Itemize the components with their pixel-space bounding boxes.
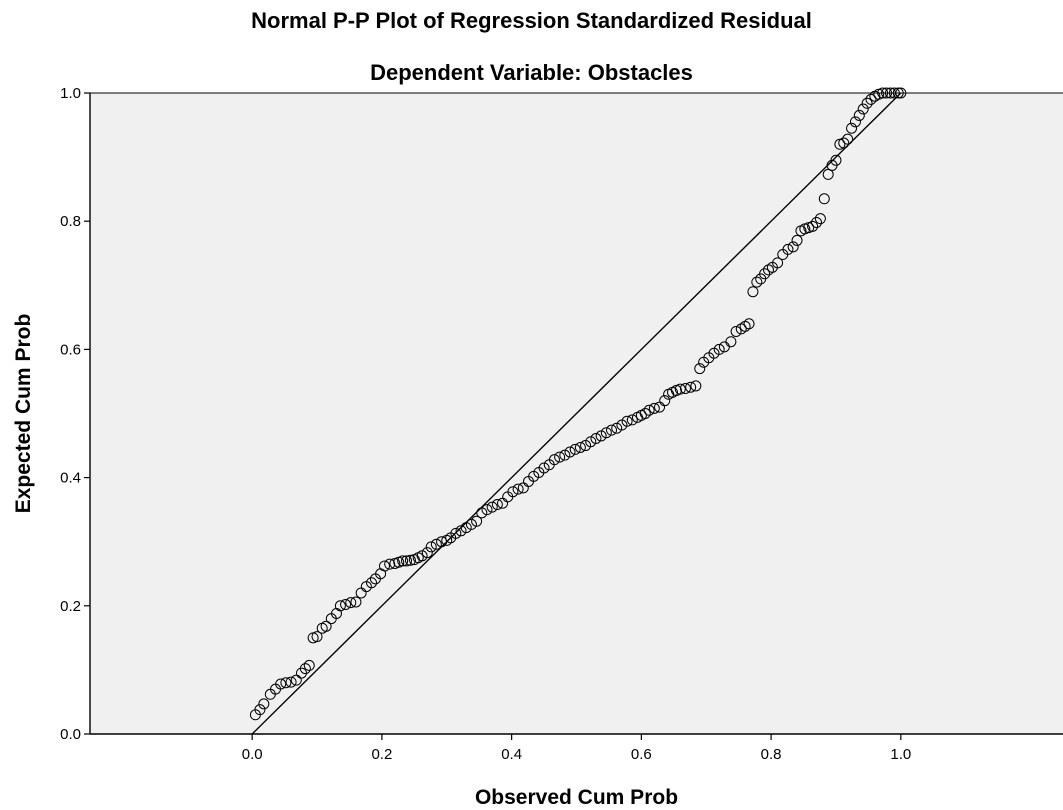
data-point xyxy=(621,415,633,427)
x-tick-label: 0.2 xyxy=(371,746,392,763)
data-point xyxy=(807,220,819,232)
y-tick-label: 1.0 xyxy=(60,85,81,102)
data-point xyxy=(861,97,873,109)
x-tick-label: 0.0 xyxy=(242,746,263,763)
data-point xyxy=(606,424,618,436)
data-point xyxy=(685,381,697,393)
data-point xyxy=(814,213,826,225)
data-point xyxy=(548,454,560,466)
data-point xyxy=(690,380,702,392)
data-point xyxy=(450,527,462,539)
data-point xyxy=(743,318,755,330)
data-point xyxy=(590,432,602,444)
data-point xyxy=(430,538,442,550)
data-point xyxy=(772,257,784,269)
y-tick-label: 0.2 xyxy=(60,598,81,615)
data-point xyxy=(811,216,823,228)
data-point xyxy=(481,504,493,516)
data-point xyxy=(787,241,799,253)
data-point xyxy=(574,441,586,453)
data-point xyxy=(303,659,315,671)
x-tick-label: 0.8 xyxy=(761,746,782,763)
x-tick-label: 0.6 xyxy=(631,746,652,763)
data-point xyxy=(320,620,332,632)
data-point xyxy=(471,515,483,527)
data-point xyxy=(421,547,433,559)
data-point xyxy=(842,133,854,145)
data-point xyxy=(713,343,725,355)
data-point xyxy=(290,674,302,686)
data-point xyxy=(822,168,834,180)
data-point xyxy=(275,678,287,690)
data-point xyxy=(849,116,861,128)
data-point xyxy=(782,243,794,255)
data-point xyxy=(280,677,292,689)
data-point xyxy=(404,554,416,566)
data-point xyxy=(425,541,437,553)
data-point xyxy=(818,193,830,205)
data-point xyxy=(643,404,655,416)
data-point xyxy=(564,446,576,458)
data-point xyxy=(830,154,842,166)
data-point xyxy=(512,483,524,495)
chart-title: Normal P-P Plot of Regression Standardiz… xyxy=(251,8,812,33)
data-point xyxy=(679,383,691,395)
data-point xyxy=(846,122,858,134)
data-point xyxy=(853,109,865,121)
data-point xyxy=(299,663,311,675)
chart-subtitle: Dependent Variable: Obstacles xyxy=(370,60,693,85)
x-tick-label: 1.0 xyxy=(890,746,911,763)
data-point xyxy=(378,560,390,572)
data-point xyxy=(791,234,803,246)
data-point xyxy=(334,600,346,612)
data-point xyxy=(865,93,877,105)
data-point xyxy=(694,363,706,375)
x-axis-label: Observed Cum Prob xyxy=(475,786,678,809)
data-point xyxy=(311,631,323,643)
data-point xyxy=(759,268,771,280)
data-point xyxy=(345,597,357,609)
data-point xyxy=(258,698,270,710)
data-point xyxy=(486,501,498,513)
data-point xyxy=(674,383,686,395)
data-point xyxy=(285,676,297,688)
data-point xyxy=(401,555,413,567)
data-point xyxy=(384,558,396,570)
data-point xyxy=(838,137,850,149)
data-point xyxy=(648,402,660,414)
data-point xyxy=(436,536,448,548)
data-point xyxy=(350,596,362,608)
data-point xyxy=(397,555,409,567)
data-point xyxy=(254,704,266,716)
y-tick-label: 0.0 xyxy=(60,726,81,743)
data-point xyxy=(659,395,671,407)
data-point xyxy=(751,276,763,288)
data-point xyxy=(725,336,737,348)
data-point xyxy=(639,408,651,419)
data-point xyxy=(366,577,378,589)
data-point xyxy=(600,427,612,439)
data-point xyxy=(554,451,566,463)
data-point xyxy=(507,486,519,498)
data-point xyxy=(730,325,742,337)
y-tick-label: 0.4 xyxy=(60,470,81,487)
y-tick-label: 0.6 xyxy=(60,341,81,358)
x-tick-label: 0.4 xyxy=(501,746,522,763)
data-point xyxy=(491,499,503,511)
data-point xyxy=(747,286,759,298)
reference-line xyxy=(251,92,902,735)
data-point xyxy=(857,103,869,115)
data-point xyxy=(569,443,581,455)
data-point xyxy=(626,414,638,426)
data-point xyxy=(340,599,352,611)
y-tick-label: 0.8 xyxy=(60,213,81,230)
y-axis-label: Expected Cum Prob xyxy=(12,314,35,514)
